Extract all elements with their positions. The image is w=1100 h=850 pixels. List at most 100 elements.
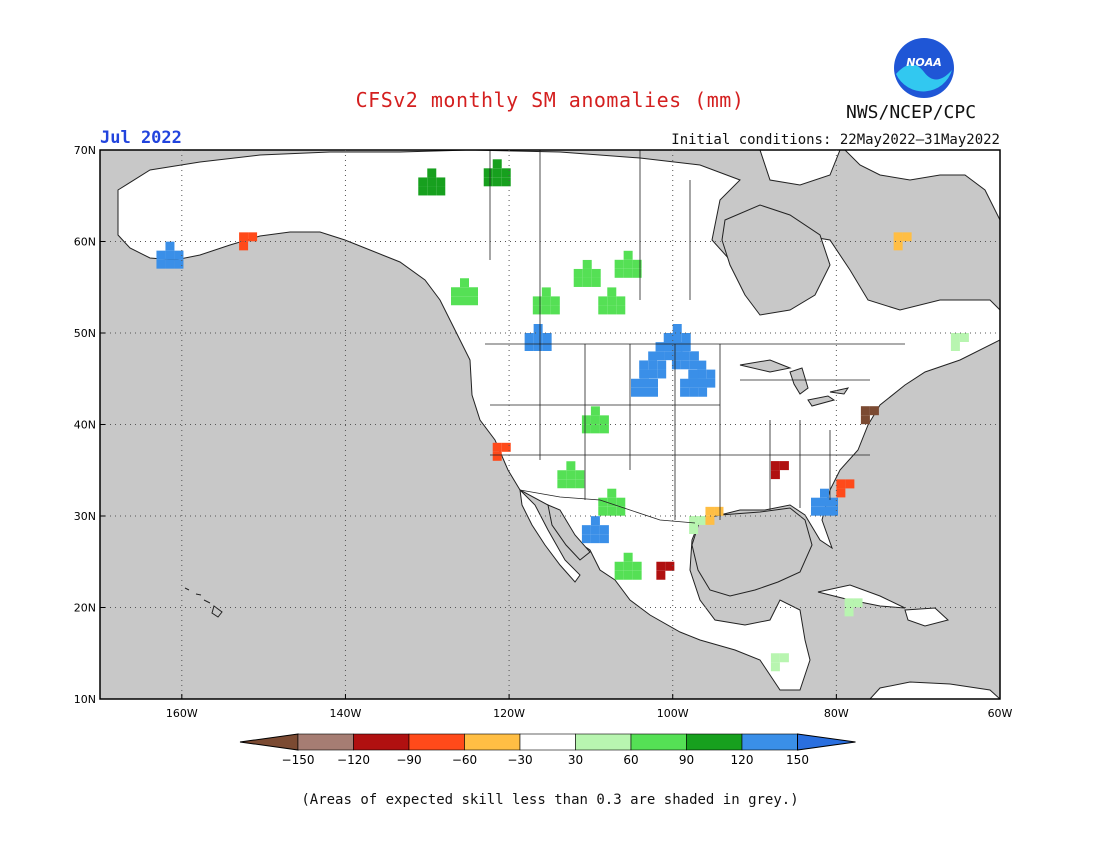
anomaly-cell xyxy=(599,424,609,434)
anomaly-cell xyxy=(649,378,658,388)
lon-label: 100W xyxy=(657,707,689,720)
noaa-logo-text: NOAA xyxy=(906,56,942,69)
anomaly-cell xyxy=(844,598,854,608)
anomaly-cell xyxy=(902,232,912,242)
anomaly-cell xyxy=(663,342,673,351)
anomaly-cell xyxy=(672,333,682,342)
anomaly-cell xyxy=(239,232,249,242)
lon-label: 60W xyxy=(988,707,1013,720)
legend-label: −30 xyxy=(507,753,532,767)
anomaly-cell xyxy=(614,561,624,571)
anomaly-cell xyxy=(436,177,446,187)
anomaly-cell xyxy=(689,378,699,388)
anomaly-cell xyxy=(427,168,437,178)
anomaly-cell xyxy=(623,552,633,562)
anomaly-cell xyxy=(623,250,633,260)
anomaly-cell xyxy=(663,333,673,342)
anomaly-cell xyxy=(811,506,820,516)
anomaly-cell xyxy=(689,360,699,370)
graticule xyxy=(100,150,1000,699)
anomaly-cell xyxy=(860,415,870,425)
hawaii xyxy=(184,587,223,618)
hispaniola xyxy=(904,607,950,627)
anomaly-cell xyxy=(573,268,583,278)
anomaly-cell xyxy=(427,186,437,196)
lat-label: 30N xyxy=(74,510,96,523)
anomaly-cell xyxy=(248,232,258,242)
anomaly-cell xyxy=(541,287,551,297)
anomaly-cell xyxy=(860,406,870,416)
anomaly-cell xyxy=(581,415,591,425)
legend-label: 60 xyxy=(623,753,638,767)
anomaly-cell xyxy=(616,305,626,315)
color-legend: −150 −120 −90 −60 −30 30 60 90 120 150 xyxy=(239,733,856,767)
lat-label: 40N xyxy=(74,419,96,432)
anomaly-cell xyxy=(811,497,820,507)
anomaly-cell xyxy=(655,351,665,361)
anomaly-cell xyxy=(557,479,567,489)
anomaly-cell xyxy=(533,342,543,351)
anomaly-cell xyxy=(697,369,707,379)
anomaly-cell xyxy=(590,424,600,434)
anomaly-cell xyxy=(623,259,633,269)
anomaly-cell xyxy=(575,479,585,489)
anomaly-cell xyxy=(893,241,903,251)
anomaly-cell xyxy=(542,333,552,342)
anomaly-cell xyxy=(492,159,502,169)
anomaly-cell xyxy=(590,516,600,526)
lon-label: 120W xyxy=(493,707,525,720)
legend-label: 150 xyxy=(786,753,809,767)
anomaly-cell xyxy=(639,360,649,370)
anomaly-cell xyxy=(566,479,576,489)
anomaly-cell xyxy=(557,470,567,480)
forecast-month: Jul 2022 xyxy=(100,128,182,148)
anomaly-cell xyxy=(680,378,690,388)
gulf-of-mexico xyxy=(691,507,813,597)
anomaly-cell xyxy=(607,497,617,507)
anomaly-cell xyxy=(779,461,789,471)
legend-swatch xyxy=(353,733,410,751)
anomaly-cell xyxy=(869,406,879,416)
legend-swatch xyxy=(408,733,465,751)
map-title: CFSv2 monthly SM anomalies (mm) xyxy=(355,88,745,112)
anomaly-cell xyxy=(829,497,838,507)
anomaly-cell xyxy=(501,177,511,187)
anomaly-cell xyxy=(698,378,708,388)
anomaly-cell xyxy=(836,488,846,498)
anomaly-cell xyxy=(623,570,633,580)
anomaly-cell xyxy=(590,415,600,425)
legend-arrow-low xyxy=(239,733,299,751)
anomaly-cell xyxy=(418,186,428,196)
anomaly-cell xyxy=(698,387,708,397)
anomaly-cell xyxy=(591,268,601,278)
anomaly-cell xyxy=(950,342,960,351)
anomaly-cell xyxy=(607,287,617,297)
anomaly-cell xyxy=(581,525,591,535)
anomaly-cell xyxy=(681,342,691,351)
anomaly-cell xyxy=(672,324,682,333)
anomaly-cell xyxy=(436,186,446,196)
anomaly-cell xyxy=(541,305,551,315)
anomaly-cell xyxy=(460,296,469,306)
legend-swatch xyxy=(630,733,687,751)
org-label: NWS/NCEP/CPC xyxy=(846,102,977,123)
lat-label: 70N xyxy=(74,144,96,157)
anomaly-cell xyxy=(829,506,838,516)
anomaly-cell xyxy=(649,387,658,397)
anomaly-cell xyxy=(632,268,642,278)
arctic-islands xyxy=(759,150,841,186)
anomaly-cell xyxy=(483,168,493,178)
anomaly-cell xyxy=(582,268,592,278)
legend-swatch xyxy=(464,733,521,751)
anomaly-cell xyxy=(566,461,576,471)
anomaly-cell xyxy=(598,506,608,516)
anomaly-cell xyxy=(598,296,608,306)
anomaly-cell xyxy=(165,241,175,251)
anomaly-cell xyxy=(665,561,675,571)
land-layer xyxy=(117,150,1000,699)
anomaly-cell xyxy=(689,387,699,397)
anomaly-cell xyxy=(614,259,624,269)
anomaly-cell xyxy=(632,570,642,580)
great-lakes xyxy=(739,359,850,407)
legend-swatch xyxy=(519,733,576,751)
